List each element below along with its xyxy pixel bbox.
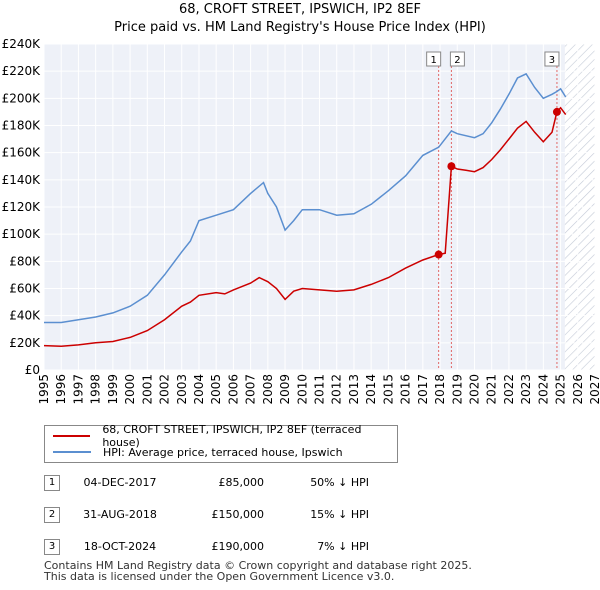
sale-marker-badge (449, 51, 465, 67)
x-tick-label: 1996 (54, 374, 68, 405)
sale-point (434, 250, 443, 259)
x-tick-label: 2000 (123, 374, 137, 405)
sale-hpi-diff: 50% ↓ HPI (310, 476, 369, 489)
legend-label-property: 68, CROFT STREET, IPSWICH, IP2 8EF (terr… (102, 423, 362, 449)
price-chart: 1 2 3 £0 £20K £40K £60K £80K £100K £120K £140K £160… (2, 37, 600, 405)
sale-row: 2 31-AUG-2018 £150,000 15% ↓ HPI (44, 504, 484, 526)
x-tick-label: 2023 (519, 374, 533, 405)
y-tick-label: £20K (9, 336, 41, 350)
y-tick-label: £160K (2, 146, 42, 160)
sale-price: £85,000 (218, 476, 265, 489)
sale-number-badge: 2 (44, 507, 60, 523)
x-tick-label: 1998 (89, 374, 103, 405)
x-tick-label: 2011 (313, 374, 327, 405)
legend-swatch-hpi (53, 451, 91, 453)
x-tick-label: 2018 (433, 374, 447, 405)
legend-label-hpi: HPI: Average price, terraced house, Ipsw… (103, 445, 343, 459)
y-tick-label: £200K (2, 91, 42, 105)
sale-marker-badge (426, 51, 442, 67)
x-tick-label: 2003 (175, 374, 189, 405)
x-tick-label: 2004 (192, 374, 206, 405)
chart-legend: 68, CROFT STREET, IPSWICH, IP2 8EF (terr… (44, 423, 398, 463)
x-tick-label: 2008 (261, 374, 275, 405)
x-tick-label: 2009 (278, 374, 292, 405)
sale-date: 18-OCT-2024 (83, 540, 157, 553)
x-tick-label: 2026 (571, 374, 585, 405)
sale-number-badge: 3 (44, 539, 60, 555)
x-tick-label: 2005 (209, 374, 223, 405)
sale-marker-label: 2 (454, 55, 460, 66)
x-tick-label: 2021 (485, 374, 499, 405)
y-tick-label: £140K (2, 173, 42, 187)
sale-marker-label: 1 (430, 55, 436, 66)
sale-point (447, 162, 456, 171)
x-tick-label: 2014 (364, 374, 378, 405)
x-tick-label: 1997 (71, 374, 85, 405)
y-tick-label: £60K (9, 282, 41, 296)
hpi-line (44, 72, 567, 324)
sale-date: 31-AUG-2018 (83, 508, 157, 521)
sale-hpi-diff: 15% ↓ HPI (310, 508, 369, 521)
chart-title-line2: Price paid vs. HM Land Registry's House … (114, 20, 486, 35)
sale-hpi-diff: 7% ↓ HPI (317, 540, 369, 553)
x-tick-label: 2017 (416, 374, 430, 405)
x-tick-label: 2013 (347, 374, 361, 405)
y-tick-label: £240K (2, 37, 42, 51)
legend-swatch-property (53, 435, 91, 437)
sale-row: 3 18-OCT-2024 £190,000 7% ↓ HPI (44, 536, 484, 558)
x-tick-label: 2024 (536, 374, 550, 405)
chart-title-line1: 68, CROFT STREET, IPSWICH, IP2 8EF (178, 2, 422, 17)
y-tick-label: £180K (2, 119, 42, 133)
x-tick-label: 1999 (106, 374, 120, 405)
footer-line-1: Contains HM Land Registry data © Crown c… (44, 559, 472, 572)
legend-item-hpi: HPI: Average price, terraced house, Ipsw… (53, 444, 343, 460)
x-tick-label: 2010 (295, 374, 309, 405)
x-tick-label: 2020 (467, 374, 481, 405)
y-tick-label: £80K (9, 254, 41, 268)
sale-row: 1 04-DEC-2017 £85,000 50% ↓ HPI (44, 472, 484, 494)
sale-marker-badge (544, 51, 560, 67)
sale-price: £190,000 (211, 540, 265, 553)
sale-marker-label: 3 (549, 55, 555, 66)
sale-date: 04-DEC-2017 (83, 476, 157, 489)
y-tick-label: £120K (2, 200, 42, 214)
x-tick-label: 2006 (226, 374, 240, 405)
sale-point (552, 107, 561, 116)
x-tick-label: 2001 (140, 374, 154, 405)
x-tick-label: 2015 (381, 374, 395, 405)
x-tick-label: 2027 (588, 374, 600, 405)
y-tick-label: £100K (2, 227, 42, 241)
sale-number-badge: 1 (44, 475, 60, 491)
x-tick-label: 1995 (37, 374, 51, 405)
y-tick-label: £40K (9, 309, 41, 323)
x-tick-label: 2002 (158, 374, 172, 405)
price-paid-line (43, 106, 567, 347)
x-tick-label: 2022 (502, 374, 516, 405)
legend-item-property: 68, CROFT STREET, IPSWICH, IP2 8EF (terr… (53, 423, 397, 449)
x-tick-label: 2025 (554, 374, 568, 405)
y-tick-label: £0 (25, 363, 40, 377)
footer-line-2: This data is licensed under the Open Gov… (44, 570, 395, 583)
x-tick-label: 2016 (399, 374, 413, 405)
x-tick-label: 2007 (244, 374, 258, 405)
x-tick-label: 2012 (330, 374, 344, 405)
x-tick-label: 2019 (450, 374, 464, 405)
y-tick-label: £220K (2, 64, 42, 78)
footer-attribution: Contains HM Land Registry data © Crown c… (44, 560, 472, 582)
sale-price: £150,000 (211, 508, 265, 521)
